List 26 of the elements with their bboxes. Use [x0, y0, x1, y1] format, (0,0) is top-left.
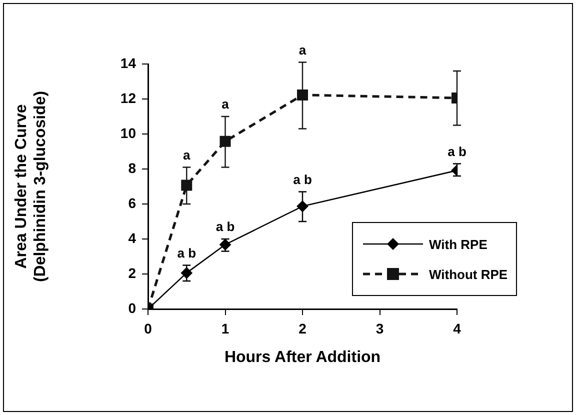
- x-tick-label: 0: [144, 320, 152, 336]
- y-tick-label: 8: [128, 160, 136, 176]
- annotation: a b: [177, 245, 196, 260]
- y-tick-label: 10: [120, 124, 136, 141]
- y-axis-title: Area Under the Curve (Delphinidin 3-glucoside): [13, 90, 50, 282]
- y-tick-label: 4: [128, 230, 136, 246]
- point: [181, 180, 192, 191]
- x-tick-label: 1: [221, 320, 230, 336]
- legend-label: With RPE: [429, 236, 488, 252]
- legend-label: Without RPE: [429, 266, 508, 282]
- annotation: a b: [448, 144, 466, 159]
- annotation: a: [222, 96, 230, 112]
- x-tick-label: 3: [376, 320, 384, 336]
- annotation: a b: [216, 219, 235, 234]
- x-axis-title: Hours After Addition: [224, 348, 381, 366]
- annotation: a b: [293, 172, 312, 187]
- annotation: a: [298, 42, 307, 58]
- annotation: a: [183, 147, 192, 162]
- y-tick-label: 0: [128, 300, 136, 316]
- y-tick-label: 2: [128, 264, 136, 281]
- x-tick-label: 2: [298, 320, 307, 336]
- point: [297, 89, 308, 100]
- x-tick-label: 4: [453, 320, 462, 336]
- y-tick-label: 12: [120, 90, 136, 106]
- y-tick-label: 6: [128, 194, 136, 211]
- y-tick-label: 14: [120, 54, 136, 71]
